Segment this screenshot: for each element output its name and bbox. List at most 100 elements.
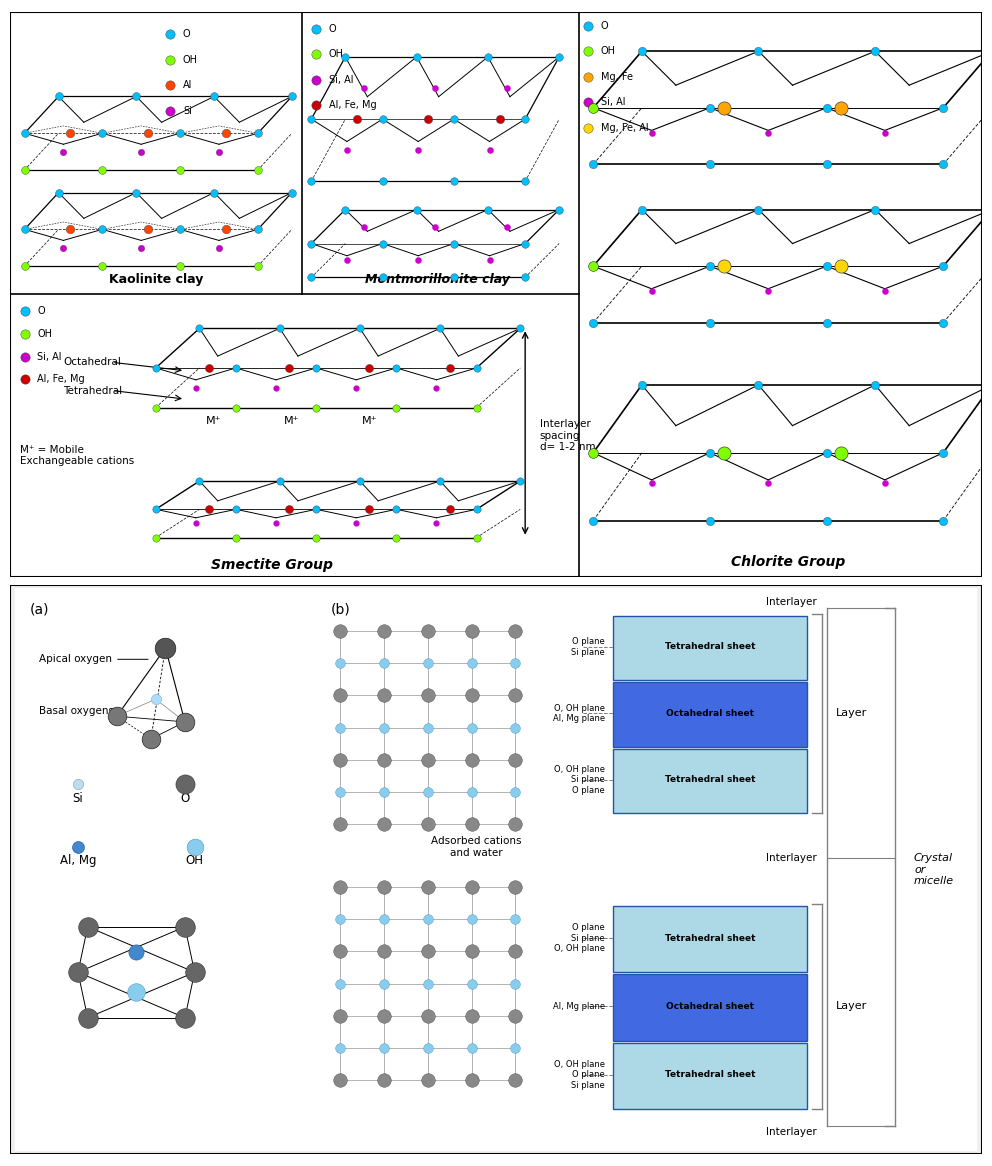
Point xyxy=(376,621,392,640)
Point xyxy=(218,220,234,239)
Point xyxy=(332,782,348,801)
Point xyxy=(376,909,392,928)
Point xyxy=(499,78,515,97)
Point xyxy=(818,314,834,332)
Point xyxy=(480,48,496,66)
Point xyxy=(585,443,601,462)
Point xyxy=(163,76,179,94)
Point xyxy=(148,359,164,378)
Point xyxy=(751,375,767,394)
Point xyxy=(309,359,324,378)
Point xyxy=(79,1009,95,1027)
Point xyxy=(304,268,319,287)
Text: Layer: Layer xyxy=(836,709,868,718)
Point xyxy=(585,98,601,117)
Point xyxy=(143,730,159,749)
Point xyxy=(433,319,448,338)
Point xyxy=(173,257,188,275)
Point xyxy=(201,500,217,519)
Point xyxy=(411,251,427,269)
Point xyxy=(356,78,372,97)
Text: Al, Fe, Mg: Al, Fe, Mg xyxy=(37,374,84,385)
Point xyxy=(228,500,244,519)
Text: (a): (a) xyxy=(30,603,49,617)
Point xyxy=(282,500,298,519)
Point xyxy=(128,983,144,1002)
Point xyxy=(552,48,567,66)
Point xyxy=(128,87,144,106)
Point xyxy=(464,621,480,640)
Point xyxy=(420,1006,435,1025)
Text: OH: OH xyxy=(37,329,53,339)
Text: (b): (b) xyxy=(330,603,350,617)
Text: Mg, Fe, Al: Mg, Fe, Al xyxy=(601,122,649,133)
Point xyxy=(867,42,883,61)
Point xyxy=(818,155,834,174)
Point xyxy=(760,124,776,142)
Point xyxy=(420,621,435,640)
Point xyxy=(191,319,207,338)
Point xyxy=(464,718,480,737)
Point xyxy=(158,639,174,658)
Point xyxy=(376,878,392,897)
Point xyxy=(441,500,457,519)
Point xyxy=(464,1006,480,1025)
Point xyxy=(309,528,324,547)
Point xyxy=(389,359,405,378)
Text: Smectite Group: Smectite Group xyxy=(211,557,333,571)
Point xyxy=(309,500,324,519)
Point xyxy=(375,234,391,253)
Point xyxy=(508,1006,524,1025)
Text: Si: Si xyxy=(183,106,191,115)
Point xyxy=(389,528,405,547)
Point xyxy=(376,942,392,961)
Point xyxy=(585,155,601,174)
Point xyxy=(420,782,435,801)
Point xyxy=(512,472,528,491)
Point xyxy=(420,878,435,897)
Text: Octahedral: Octahedral xyxy=(63,357,121,367)
Point xyxy=(186,837,202,856)
Point xyxy=(935,511,951,529)
Point xyxy=(464,942,480,961)
Point xyxy=(984,98,992,117)
Point xyxy=(818,443,834,462)
Text: Tetrahedral sheet: Tetrahedral sheet xyxy=(665,1070,755,1080)
Point xyxy=(481,141,497,160)
Point xyxy=(877,282,893,301)
Point xyxy=(464,654,480,673)
Point xyxy=(508,975,524,993)
Point xyxy=(356,217,372,236)
Point xyxy=(492,110,508,128)
FancyBboxPatch shape xyxy=(613,975,807,1040)
FancyBboxPatch shape xyxy=(15,588,977,1152)
Point xyxy=(464,1072,480,1090)
Point xyxy=(634,375,650,394)
Point xyxy=(332,909,348,928)
Point xyxy=(984,375,992,394)
Point xyxy=(818,511,834,529)
Point xyxy=(339,141,355,160)
Point xyxy=(508,686,524,704)
Point xyxy=(51,87,66,106)
Point xyxy=(332,1006,348,1025)
Point xyxy=(148,528,164,547)
Point xyxy=(268,379,284,398)
Text: O: O xyxy=(601,21,609,30)
Point xyxy=(389,399,405,417)
Point xyxy=(512,319,528,338)
Point xyxy=(433,472,448,491)
Point xyxy=(309,44,324,63)
Point xyxy=(163,50,179,69)
Text: Interlayer: Interlayer xyxy=(766,1126,816,1137)
Point xyxy=(429,514,444,533)
Text: Si: Si xyxy=(72,792,83,805)
Point xyxy=(70,837,86,856)
Point xyxy=(421,110,436,128)
Point xyxy=(177,775,192,794)
Point xyxy=(250,161,266,180)
Point xyxy=(411,141,427,160)
Point xyxy=(644,282,660,301)
Point xyxy=(464,878,480,897)
Point xyxy=(508,718,524,737)
